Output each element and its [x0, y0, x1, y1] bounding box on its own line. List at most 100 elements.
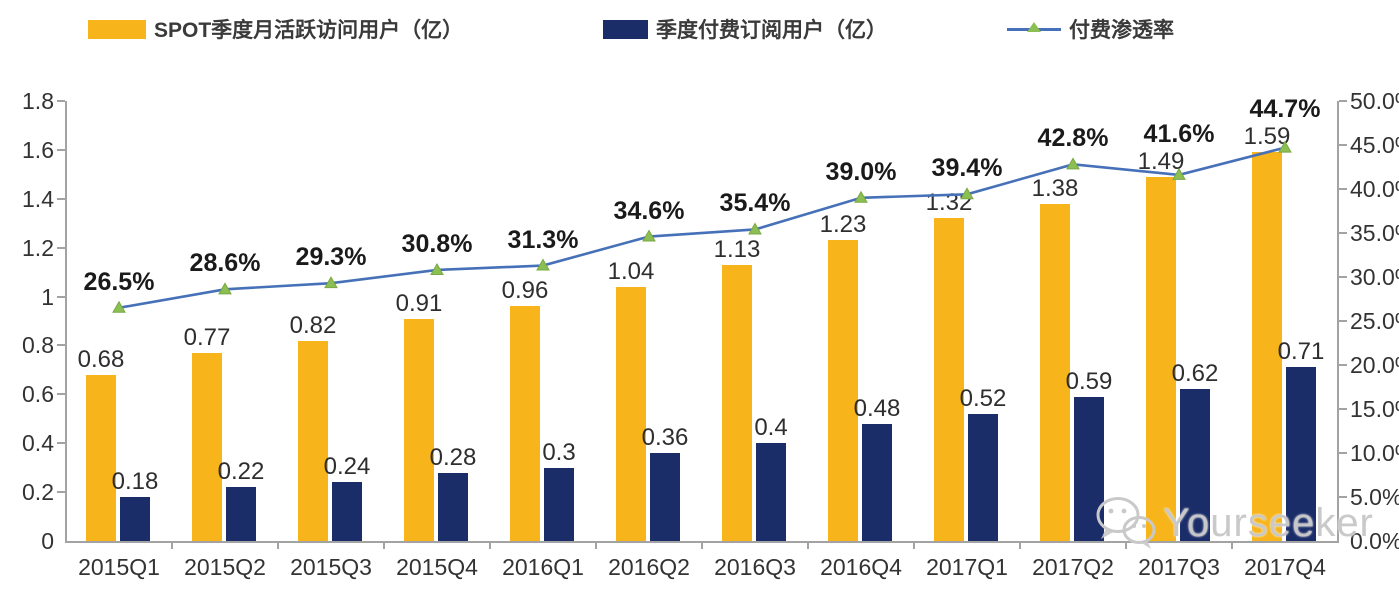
bar-subs [438, 472, 468, 541]
bar-subs [226, 487, 256, 541]
bar-mau [298, 340, 328, 541]
penetration-label: 41.6% [1143, 119, 1215, 148]
y-axis-right-tick [1339, 144, 1347, 146]
penetration-label: 35.4% [719, 189, 791, 218]
y-axis-right-label: 0.0% [1350, 528, 1399, 554]
x-axis-label: 2017Q4 [1244, 554, 1326, 580]
bar-mau [934, 218, 964, 541]
y-axis-tick [57, 100, 65, 102]
y-axis-right-label: 50.0% [1350, 88, 1399, 114]
legend-swatch-subs [603, 19, 648, 39]
bar-label-mau: 0.82 [289, 311, 337, 339]
legend-label-penetration: 付费渗透率 [1069, 19, 1174, 42]
legend-swatch-mau [88, 19, 146, 39]
penetration-label: 39.4% [931, 154, 1003, 183]
penetration-label: 44.7% [1249, 95, 1321, 124]
y-axis-tick [57, 344, 65, 347]
bar-label-mau: 1.32 [925, 189, 973, 217]
bar-subs [1180, 389, 1210, 541]
bar-mau [616, 286, 646, 541]
y-axis-label: 1 [41, 283, 54, 310]
bar-mau [404, 318, 434, 541]
bar-label-mau: 1.59 [1243, 123, 1291, 151]
bar-subs [650, 453, 680, 541]
bar-label-subs: 0.59 [1065, 367, 1113, 395]
y-axis-label: 1.2 [22, 234, 54, 261]
bar-mau [722, 264, 752, 541]
x-axis-label: 2017Q1 [926, 554, 1008, 580]
y-axis-right-tick [1339, 452, 1347, 454]
x-axis-tick [171, 541, 173, 549]
y-axis-right-tick [1339, 496, 1347, 498]
wechat-icon [1096, 497, 1156, 549]
bar-subs [1286, 367, 1316, 541]
y-axis-right-label: 40.0% [1350, 176, 1399, 202]
triangle-marker-icon [1027, 21, 1041, 32]
x-axis-label: 2015Q1 [78, 554, 160, 580]
bar-label-mau: 1.23 [819, 211, 867, 239]
bar-label-subs: 0.71 [1277, 338, 1325, 366]
bar-mau [1146, 176, 1176, 541]
bar-label-subs: 0.4 [754, 414, 788, 442]
triangle-marker-icon [1066, 157, 1080, 170]
bar-label-mau: 0.96 [501, 277, 549, 305]
penetration-label: 42.8% [1037, 124, 1109, 153]
y-axis-label: 1.8 [22, 88, 54, 114]
y-axis-right-label: 45.0% [1350, 132, 1399, 158]
y-axis-right-label: 5.0% [1350, 484, 1399, 510]
bar-label-subs: 0.22 [217, 458, 265, 486]
penetration-label: 28.6% [189, 249, 261, 278]
x-axis-tick [701, 541, 703, 549]
y-axis-right-tick [1339, 232, 1347, 234]
y-axis-label: 0.6 [22, 381, 54, 408]
x-axis-label: 2017Q2 [1032, 554, 1114, 580]
bar-subs [332, 482, 362, 541]
x-axis-tick [383, 541, 385, 549]
triangle-marker-icon [218, 282, 232, 295]
x-axis-tick [489, 541, 491, 549]
line-swatch [1007, 21, 1061, 32]
x-axis-tick [1019, 541, 1021, 549]
x-axis-tick [913, 541, 915, 549]
y-axis-right [1337, 101, 1339, 541]
watermark-text: Yourseeker [1163, 500, 1374, 545]
x-axis-tick [1125, 541, 1127, 549]
bar-label-subs: 0.36 [641, 424, 689, 451]
legend-label-mau: SPOT季度月活跃访问用户（亿） [154, 19, 464, 42]
triangle-marker-icon [112, 300, 126, 313]
triangle-marker-icon [854, 190, 868, 203]
penetration-label: 29.3% [295, 243, 367, 272]
x-axis-tick [595, 541, 597, 549]
y-axis-right-tick [1339, 100, 1347, 102]
penetration-label: 34.6% [613, 196, 685, 225]
bar-label-mau: 0.77 [183, 323, 231, 351]
triangle-marker-icon [642, 229, 656, 242]
bar-mau [510, 306, 540, 541]
triangle-marker-icon [536, 258, 550, 271]
y-axis-tick [57, 393, 65, 396]
x-axis-label: 2016Q4 [820, 554, 902, 580]
x-axis-label: 2015Q4 [396, 554, 478, 580]
bar-label-subs: 0.48 [853, 394, 901, 422]
y-axis-label: 1.4 [22, 185, 54, 212]
y-axis-left [65, 101, 67, 541]
penetration-label: 26.5% [83, 267, 155, 296]
bar-label-mau: 1.49 [1137, 147, 1185, 175]
y-axis-tick [57, 442, 65, 445]
bar-subs [544, 467, 574, 541]
y-axis-label: 0 [41, 528, 54, 554]
x-axis-tick [1231, 541, 1233, 549]
y-axis-right-label: 15.0% [1350, 396, 1399, 422]
legend-label-subs: 季度付费订阅用户（亿） [656, 19, 887, 42]
x-axis-label: 2016Q1 [502, 554, 584, 580]
y-axis-tick [57, 246, 65, 249]
penetration-label: 30.8% [401, 229, 473, 258]
x-axis-label: 2015Q3 [290, 554, 372, 580]
bar-subs [756, 443, 786, 541]
bar-label-subs: 0.52 [959, 384, 1007, 412]
y-axis-right-label: 25.0% [1350, 308, 1399, 334]
legend-item-penetration: 付费渗透率 [1007, 16, 1174, 42]
bar-label-mau: 0.68 [77, 345, 125, 373]
